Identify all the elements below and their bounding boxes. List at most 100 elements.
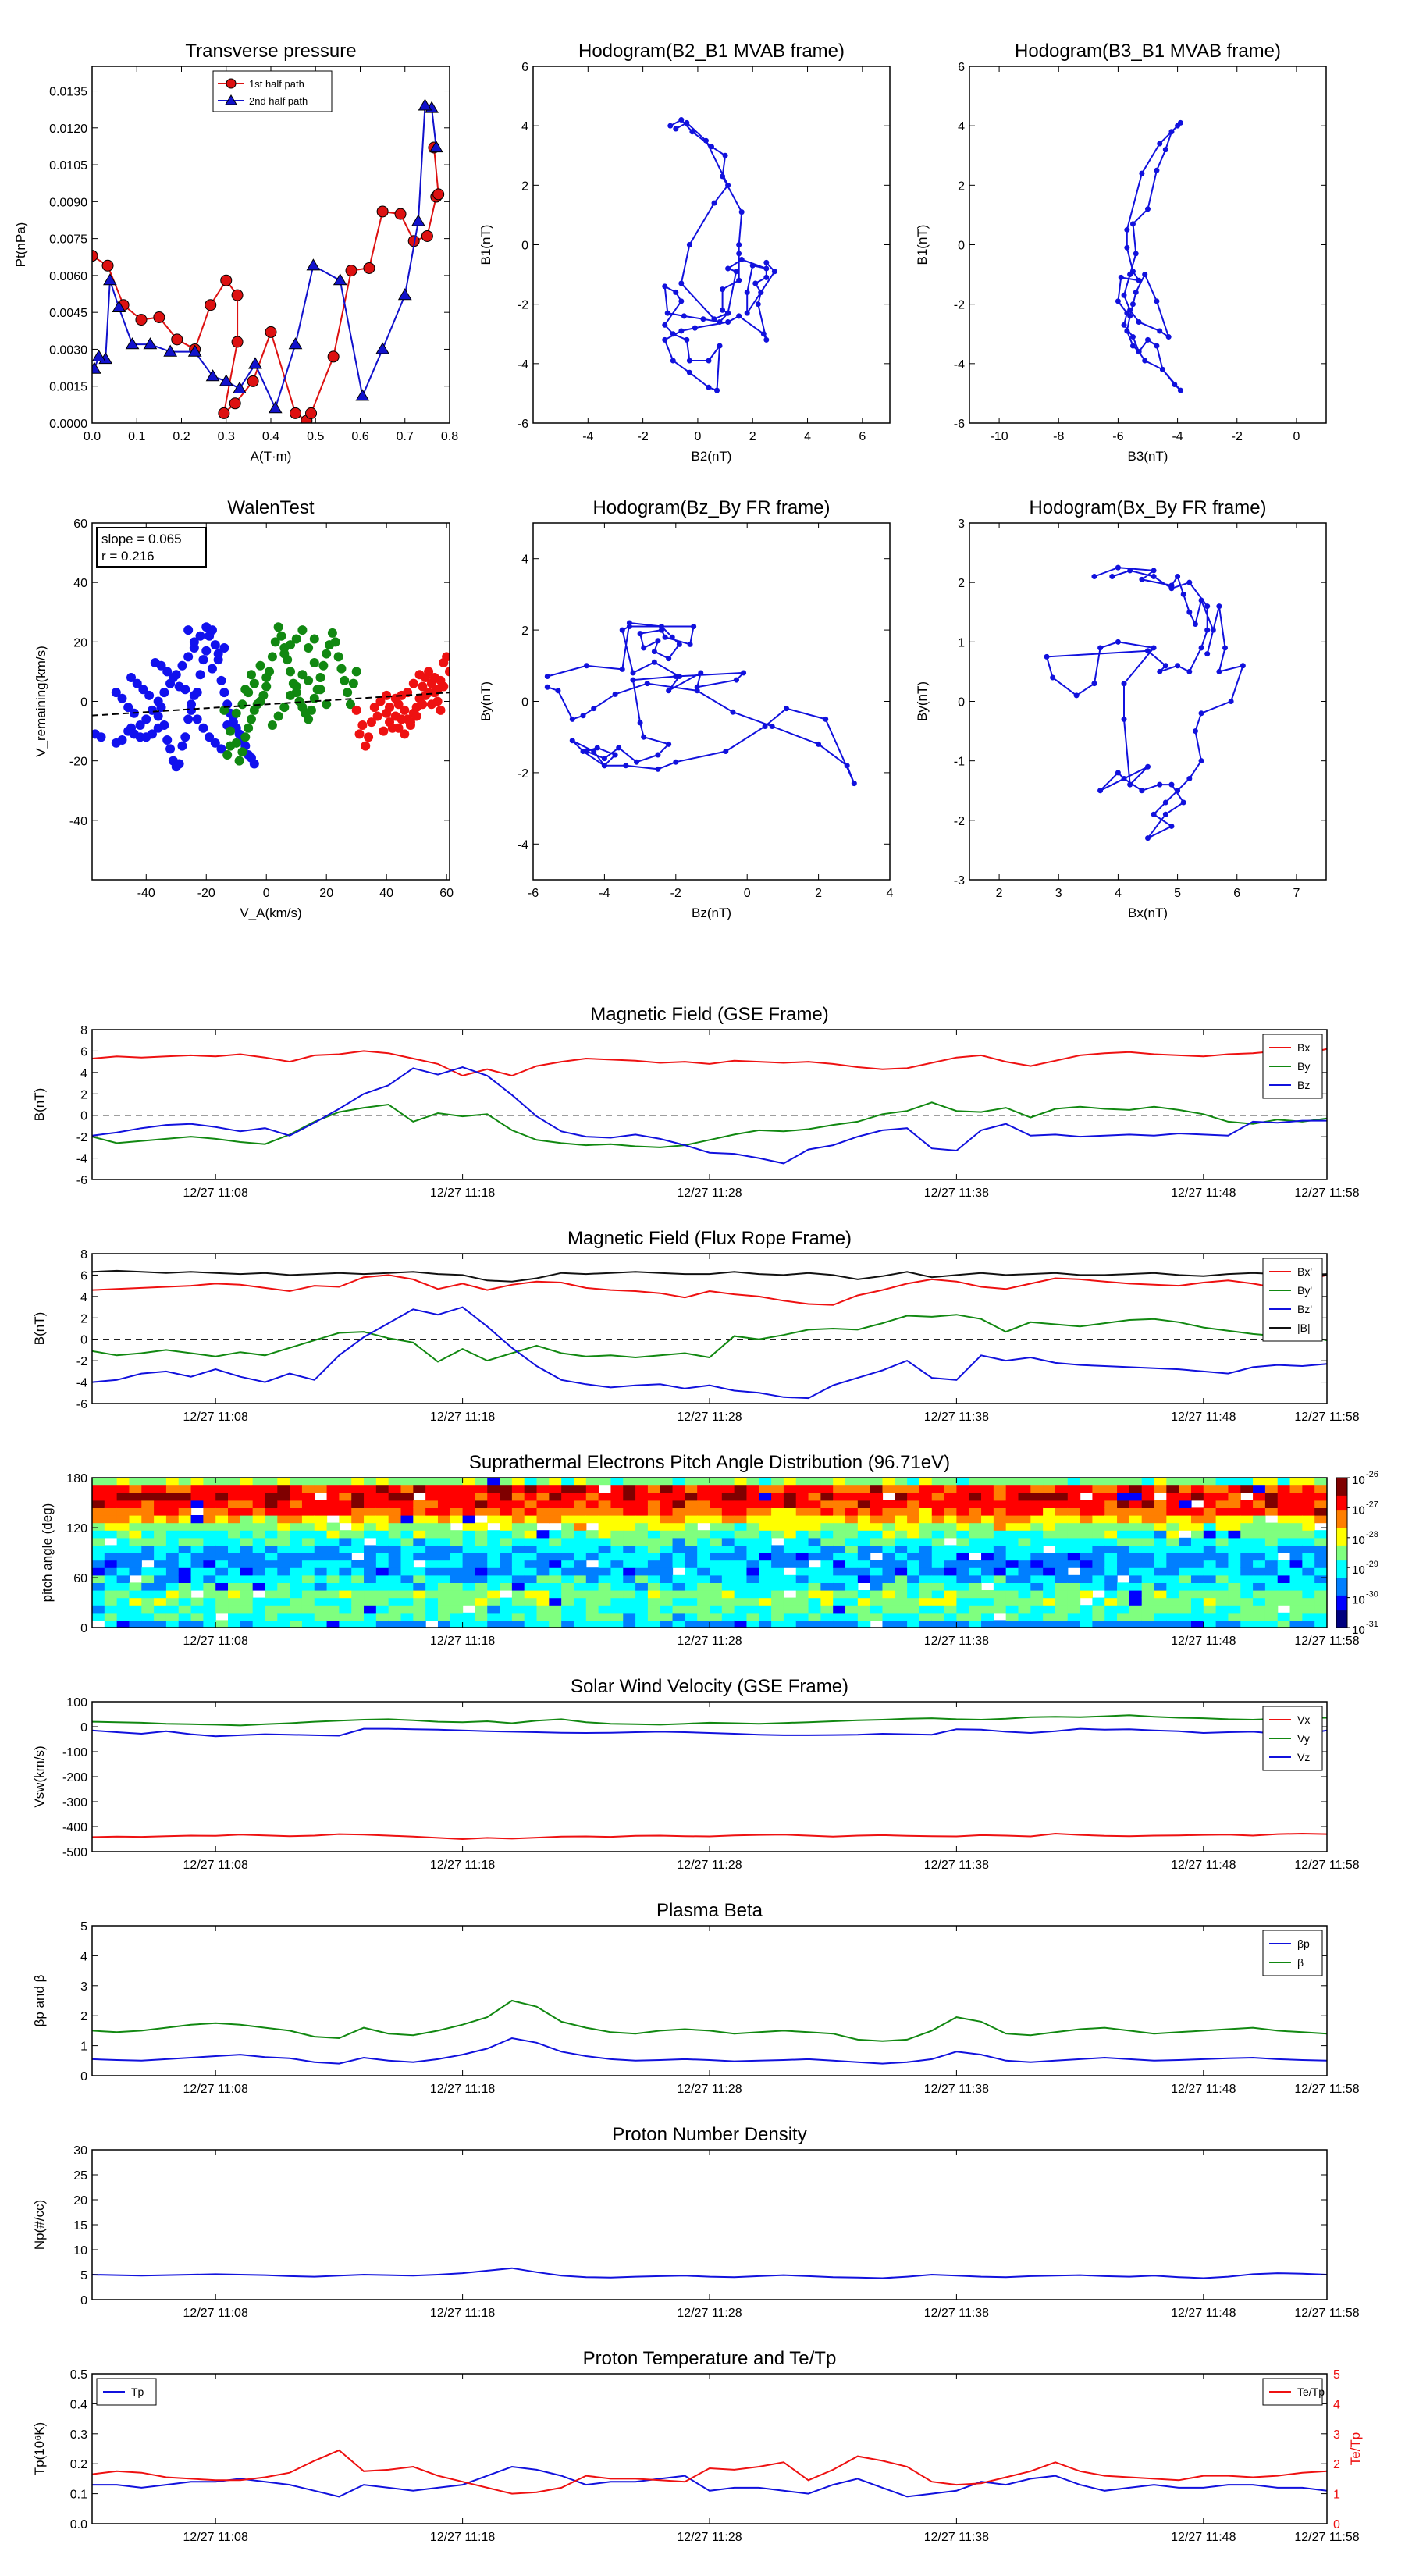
pad-heatmap-cell bbox=[104, 1522, 118, 1531]
pad-colorbar-cell bbox=[1336, 1535, 1347, 1539]
pad-heatmap-cell bbox=[734, 1553, 748, 1561]
pad-heatmap-cell bbox=[1104, 1605, 1118, 1614]
pad-heatmap-cell bbox=[129, 1522, 142, 1531]
pad-heatmap-cell bbox=[1314, 1620, 1327, 1628]
walen-stats-frame bbox=[96, 527, 207, 568]
tp-xtick-label: 0.5 bbox=[307, 430, 324, 443]
pad-heatmap-cell bbox=[1215, 1590, 1229, 1599]
pad-heatmap-cell bbox=[500, 1507, 513, 1516]
pad-heatmap-cell bbox=[351, 1507, 365, 1516]
walen-scatter-point bbox=[153, 696, 163, 706]
walen-scatter-point bbox=[156, 660, 166, 671]
pad-heatmap-cell bbox=[1055, 1493, 1069, 1501]
pad-heatmap-cell bbox=[252, 1567, 266, 1576]
pad-heatmap-cell bbox=[1018, 1567, 1031, 1576]
pad-heatmap-cell bbox=[240, 1553, 254, 1561]
pad-heatmap-cell bbox=[808, 1500, 821, 1508]
h13-xlabel: B3(nT) bbox=[1128, 449, 1168, 464]
pad-heatmap-cell bbox=[165, 1545, 180, 1553]
pad-heatmap-cell bbox=[981, 1515, 994, 1524]
pad-colorbar-label: 10 bbox=[1352, 1474, 1365, 1487]
pad-heatmap-cell bbox=[944, 1530, 957, 1539]
pad-heatmap-cell bbox=[1129, 1612, 1143, 1621]
pad-heatmap-cell bbox=[375, 1553, 389, 1561]
pad-heatmap-cell bbox=[1203, 1567, 1217, 1576]
pad-heatmap-cell bbox=[1277, 1507, 1291, 1516]
pad-heatmap-cell bbox=[228, 1507, 241, 1516]
pad-heatmap-cell bbox=[721, 1530, 735, 1539]
pad-heatmap-cell bbox=[771, 1500, 784, 1508]
pad-heatmap-cell bbox=[364, 1620, 377, 1628]
pad-colorbar-cell bbox=[1336, 1542, 1347, 1546]
pad-heatmap-cell bbox=[116, 1545, 130, 1553]
pad-heatmap-cell bbox=[969, 1574, 982, 1583]
hzy-ytick-label: 2 bbox=[521, 624, 528, 638]
pad-heatmap-cell bbox=[981, 1567, 994, 1576]
pad-heatmap-cell bbox=[1055, 1567, 1069, 1576]
pad-heatmap-cell bbox=[870, 1597, 884, 1606]
pad-heatmap-cell bbox=[573, 1500, 587, 1508]
pad-heatmap-cell bbox=[697, 1537, 710, 1546]
pad-heatmap-cell bbox=[104, 1553, 118, 1561]
pad-heatmap-cell bbox=[882, 1590, 895, 1599]
pad-heatmap-cell bbox=[1154, 1485, 1167, 1493]
h12-hodogram-point bbox=[722, 152, 728, 158]
hxy-hodogram-point bbox=[1198, 645, 1204, 651]
pad-heatmap-cell bbox=[585, 1620, 599, 1628]
walen-scatter-point bbox=[216, 675, 226, 685]
hzy-hodogram-point bbox=[655, 752, 661, 758]
walen-ylabel: V_remaining(km/s) bbox=[34, 646, 48, 757]
mag_gse-xtick-label: 12/27 11:18 bbox=[430, 1187, 495, 1200]
pad-heatmap-cell bbox=[375, 1567, 389, 1576]
pad-heatmap-cell bbox=[154, 1560, 167, 1568]
mag_gse-ytick-label: -4 bbox=[76, 1153, 87, 1166]
hxy-hodogram-point bbox=[1162, 811, 1168, 817]
walen-scatter-point bbox=[249, 759, 259, 769]
pad-heatmap-cell bbox=[623, 1515, 636, 1524]
pad-heatmap-cell bbox=[857, 1605, 871, 1614]
pad-heatmap-cell bbox=[500, 1493, 513, 1501]
pad-heatmap-cell bbox=[882, 1545, 895, 1553]
pad-xtick-label: 12/27 11:58 bbox=[1294, 1635, 1359, 1648]
mag_gse-ytick-label: 2 bbox=[80, 1088, 87, 1101]
tp_te-series-line bbox=[92, 2465, 1327, 2498]
pad-ytick-label: 120 bbox=[66, 1522, 87, 1535]
pad-heatmap-cell bbox=[500, 1522, 513, 1531]
pad-heatmap-cell bbox=[795, 1515, 809, 1524]
pad-heatmap-cell bbox=[1264, 1485, 1279, 1493]
walen-scatter-point bbox=[343, 688, 353, 698]
pad-heatmap-cell bbox=[759, 1590, 772, 1599]
pad-heatmap-cell bbox=[1190, 1515, 1204, 1524]
pad-heatmap-cell bbox=[1005, 1553, 1019, 1561]
hxy-hodogram-line bbox=[1045, 567, 1244, 839]
pad-heatmap-cell bbox=[1302, 1620, 1315, 1628]
pad-heatmap-cell bbox=[919, 1582, 933, 1591]
pad-heatmap-cell bbox=[857, 1567, 871, 1576]
pad-heatmap-cell bbox=[1104, 1560, 1118, 1568]
pad-heatmap-cell bbox=[882, 1553, 895, 1561]
walen-scatter-point bbox=[246, 714, 256, 724]
pad-heatmap-cell bbox=[1129, 1545, 1143, 1553]
pad-heatmap-cell bbox=[882, 1605, 895, 1614]
hzy-hodogram-point bbox=[601, 763, 607, 769]
h13-ylabel: B1(nT) bbox=[915, 225, 930, 265]
pad-heatmap-cell bbox=[585, 1567, 599, 1576]
hxy-ytick-label: -2 bbox=[954, 815, 965, 828]
pad-heatmap-cell bbox=[240, 1620, 254, 1628]
pad-heatmap-cell bbox=[907, 1612, 920, 1621]
h12-hodogram-point bbox=[689, 129, 695, 135]
hzy-hodogram-point bbox=[569, 738, 575, 744]
pad-heatmap-cell bbox=[1166, 1485, 1179, 1493]
beta-xtick-label: 12/27 11:48 bbox=[1171, 2083, 1236, 2096]
pad-heatmap-cell bbox=[759, 1522, 772, 1531]
pad-heatmap-cell bbox=[610, 1485, 624, 1493]
pad-heatmap-cell bbox=[351, 1537, 365, 1546]
pad-heatmap-cell bbox=[1240, 1478, 1254, 1486]
pad-heatmap-cell bbox=[981, 1522, 994, 1531]
hxy-hodogram-point bbox=[1097, 645, 1104, 651]
pad-xtick-label: 12/27 11:48 bbox=[1171, 1635, 1236, 1648]
pad-heatmap-cell bbox=[833, 1560, 846, 1568]
pad-heatmap-cell bbox=[721, 1574, 735, 1583]
pad-heatmap-cell bbox=[1092, 1605, 1105, 1614]
